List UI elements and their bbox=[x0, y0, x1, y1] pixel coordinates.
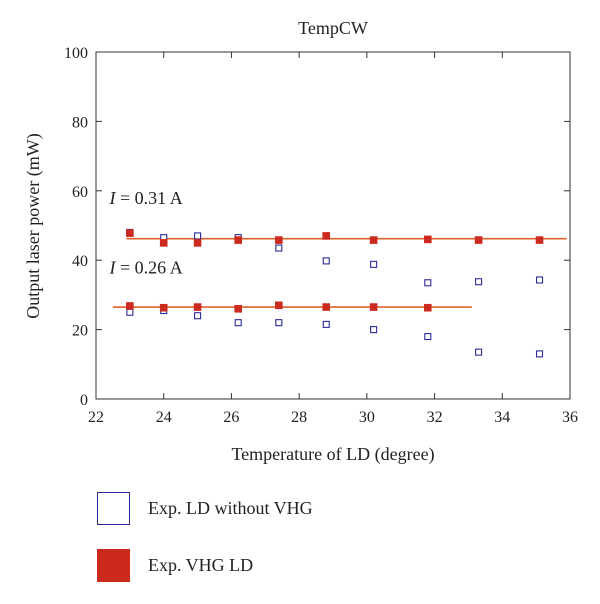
data-point-vhg bbox=[322, 232, 331, 240]
x-tick-label: 36 bbox=[562, 409, 578, 426]
data-point-vhg bbox=[234, 304, 242, 313]
data-point-without-vhg bbox=[424, 279, 432, 287]
data-point-vhg bbox=[424, 303, 432, 312]
chart-area: TempCW 22 24 26 28 30 32 34 36 0 20 40 60 80 100 I = 0… bbox=[23, 18, 578, 465]
y-tick-label: 0 bbox=[80, 392, 88, 409]
y-tick-label: 80 bbox=[72, 114, 88, 131]
x-tick-label: 26 bbox=[223, 409, 239, 426]
y-tick-label: 40 bbox=[72, 253, 88, 270]
plot-frame bbox=[95, 51, 571, 400]
legend-item-vhg: Exp. VHG LD bbox=[97, 547, 313, 583]
legend-swatch-hollow-square bbox=[97, 491, 130, 525]
data-point-without-vhg bbox=[322, 320, 330, 328]
current-annotation: I = 0.31 A bbox=[109, 188, 183, 208]
data-point-without-vhg bbox=[475, 278, 483, 286]
chart-title: TempCW bbox=[298, 18, 368, 38]
x-tick-label: 32 bbox=[427, 409, 443, 426]
data-point-without-vhg bbox=[535, 276, 544, 284]
data-point-vhg bbox=[275, 301, 283, 310]
data-point-without-vhg bbox=[275, 244, 283, 252]
data-point-vhg bbox=[322, 303, 331, 311]
x-tick-label: 22 bbox=[88, 409, 104, 426]
data-point-vhg bbox=[369, 303, 378, 311]
x-tick-label: 24 bbox=[156, 409, 172, 426]
data-point-without-vhg bbox=[194, 232, 202, 240]
legend-label-vhg: Exp. VHG LD bbox=[148, 554, 254, 575]
x-axis-title: Temperature of LD (degree) bbox=[231, 444, 434, 465]
legend: Exp. LD without VHG Exp. VHG LD bbox=[97, 490, 313, 604]
y-tick-label: 20 bbox=[72, 323, 88, 340]
data-point-vhg bbox=[159, 303, 168, 312]
data-point-without-vhg bbox=[322, 257, 330, 265]
data-point-without-vhg bbox=[370, 260, 378, 268]
legend-swatch-filled-square bbox=[97, 548, 130, 582]
data-point-vhg bbox=[424, 235, 432, 244]
current-annotation: I = 0.26 A bbox=[109, 257, 183, 277]
data-point-vhg bbox=[193, 303, 202, 311]
data-point-vhg bbox=[159, 239, 168, 247]
data-point-without-vhg bbox=[535, 350, 544, 358]
y-tick-label: 60 bbox=[72, 184, 88, 201]
legend-label-without-vhg: Exp. LD without VHG bbox=[148, 497, 313, 518]
data-point-vhg bbox=[369, 236, 378, 244]
legend-item-without-vhg: Exp. LD without VHG bbox=[97, 490, 313, 526]
data-point-vhg bbox=[275, 236, 283, 244]
data-point-without-vhg bbox=[475, 348, 483, 356]
data-point-without-vhg bbox=[275, 319, 283, 327]
data-point-without-vhg bbox=[424, 332, 432, 341]
data-point-vhg bbox=[126, 229, 134, 237]
x-tick-label: 28 bbox=[291, 409, 307, 426]
data-point-without-vhg bbox=[126, 308, 134, 316]
y-axis-title: Output laser power (mW) bbox=[23, 133, 44, 318]
data-point-vhg bbox=[535, 236, 544, 244]
plot-layer: 22 24 26 28 30 32 34 36 0 20 40 60 80 100 I = 0.31 A I … bbox=[64, 45, 578, 426]
x-tick-label: 34 bbox=[494, 409, 510, 426]
data-point-vhg bbox=[126, 302, 134, 310]
data-point-without-vhg bbox=[194, 312, 202, 320]
x-tick-label: 30 bbox=[359, 409, 375, 426]
data-point-vhg bbox=[234, 236, 242, 244]
data-point-without-vhg bbox=[234, 319, 242, 327]
data-point-without-vhg bbox=[370, 326, 378, 334]
data-point-vhg bbox=[193, 239, 202, 247]
data-point-vhg bbox=[474, 236, 483, 244]
y-tick-label: 100 bbox=[64, 45, 88, 62]
